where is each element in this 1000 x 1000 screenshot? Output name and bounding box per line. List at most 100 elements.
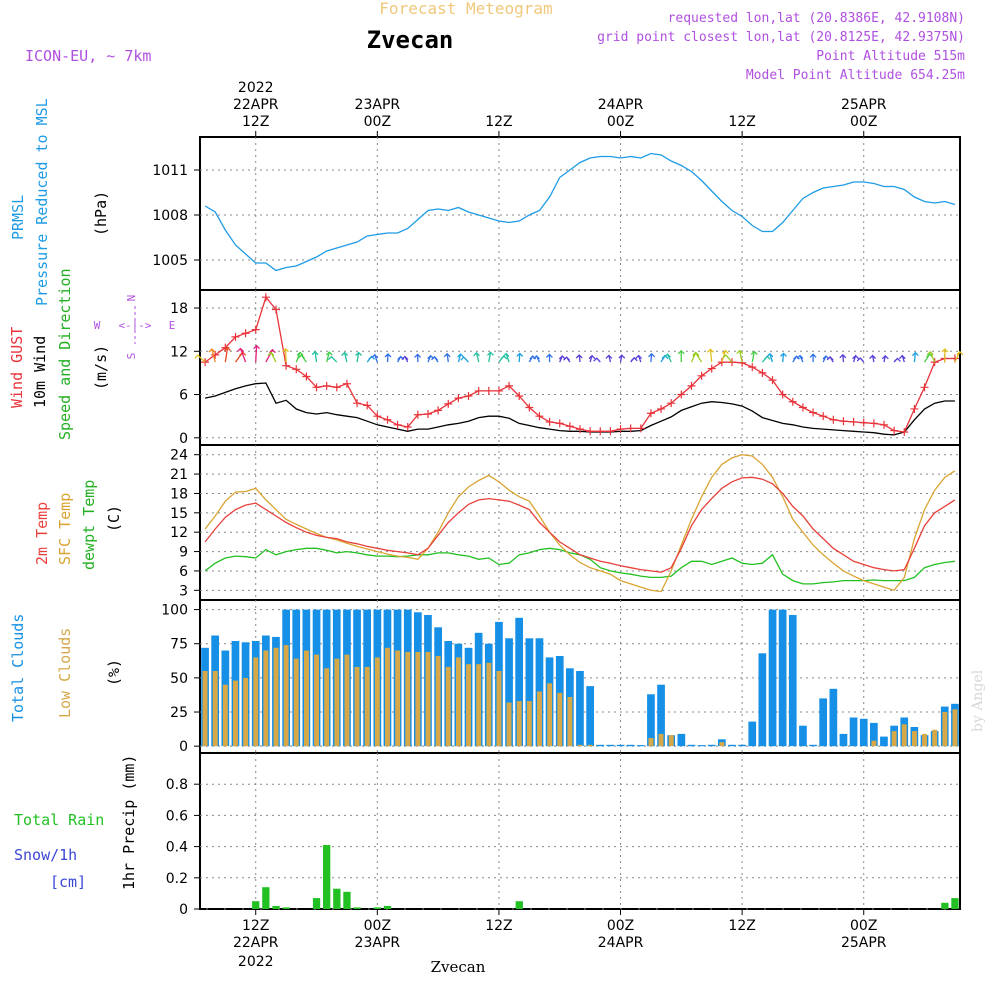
low-cloud-bar	[587, 744, 593, 747]
low-cloud-bar	[516, 701, 522, 747]
gust-marker	[768, 376, 777, 385]
time-label-bottom: 12Z	[242, 918, 269, 934]
gust-marker	[211, 350, 220, 359]
gust-marker	[251, 325, 260, 334]
total-cloud-bar	[505, 638, 513, 747]
temp-dewpoint-label: dewpt Temp	[80, 480, 98, 570]
wind-direction-arrow	[371, 353, 379, 363]
total-cloud-bar	[748, 721, 757, 747]
wind-direction-arrow	[401, 355, 409, 363]
gust-marker	[839, 417, 848, 426]
ytick-label: 0	[179, 739, 188, 755]
total-cloud-bar	[525, 638, 534, 747]
total-cloud-bar	[758, 653, 767, 747]
gust-marker	[636, 424, 645, 433]
low-cloud-bar	[253, 657, 259, 747]
gust-marker	[484, 386, 493, 395]
gust-marker	[474, 386, 483, 395]
total-cloud-bar	[768, 609, 777, 747]
wind-direction-arrow	[295, 351, 304, 363]
gust-marker	[657, 404, 666, 413]
gust-marker	[576, 425, 584, 434]
gust-marker	[241, 329, 250, 338]
ytick-label: 9	[179, 545, 188, 561]
rain-bar	[353, 907, 361, 909]
point-altitude: Point Altitude 515m	[816, 49, 965, 64]
low-cloud-bar	[212, 671, 218, 747]
wind-direction-arrow	[502, 352, 510, 363]
time-label-bottom: 23APR	[355, 935, 401, 951]
rain-bar	[252, 901, 260, 909]
total-cloud-bar	[626, 744, 635, 747]
precip-labels: Total Rain Snow/1h [cm] 1hr Precip (mm)	[14, 755, 138, 891]
ytick-label: 6	[179, 388, 188, 404]
wind-direction-arrow	[267, 351, 277, 363]
wind-direction-arrow	[605, 354, 613, 363]
low-cloud-bar	[354, 666, 360, 747]
low-cloud-bar	[233, 680, 238, 747]
wind-direction-arrow	[327, 355, 338, 363]
ytick-label: 6	[179, 564, 188, 580]
time-label-top: 00Z	[850, 114, 877, 130]
rain-bar	[312, 898, 321, 909]
wind-direction-arrow	[677, 349, 685, 363]
total-cloud-bar	[657, 684, 665, 747]
wind-direction-arrow	[881, 354, 889, 363]
wind-direction-arrow	[533, 354, 541, 363]
wind-direction-arrow	[839, 353, 847, 363]
gust-marker	[606, 427, 615, 436]
total-cloud-bar	[636, 745, 645, 747]
wind-direction-arrow	[325, 351, 333, 363]
gust-marker	[677, 390, 686, 399]
ytick-label: 3	[179, 583, 188, 599]
wind-direction-arrow	[809, 353, 817, 363]
time-label-bottom: 22APR	[233, 935, 279, 951]
total-cloud-bar	[606, 744, 615, 747]
gust-marker	[413, 410, 422, 419]
pressure-unit: (hPa)	[92, 191, 110, 236]
low-cloud-bar	[425, 651, 431, 747]
model-label: ICON-EU, ~ 7km	[25, 47, 151, 65]
time-label-bottom: 24APR	[598, 935, 644, 951]
ytick-label: 1008	[152, 208, 188, 224]
low-cloud-bar	[385, 647, 390, 747]
time-label-bottom: 12Z	[485, 918, 512, 934]
wind-direction-arrow	[384, 353, 392, 363]
gust-marker	[282, 361, 291, 370]
wind-direction-arrow	[826, 355, 834, 363]
wind-direction-arrow	[208, 348, 216, 363]
gust-marker	[616, 425, 625, 434]
gust-marker	[464, 391, 473, 400]
pressure-labels: PRMSL Pressure Reduced to MSL (hPa)	[9, 98, 110, 306]
gust-marker	[778, 390, 787, 399]
wind-direction-arrow	[766, 352, 774, 363]
grid-point-coords: grid point closest lon,lat (20.8125E, 42…	[597, 30, 965, 45]
wind-direction-arrow	[253, 344, 261, 363]
total-cloud-bar	[799, 725, 807, 747]
gust-marker	[758, 368, 767, 377]
wind-gust-line	[204, 295, 955, 433]
time-label-top: 00Z	[364, 114, 391, 130]
gust-marker	[535, 412, 544, 421]
footer-location: Zvecan	[431, 958, 486, 976]
wind-direction-arrow	[869, 354, 877, 363]
total-cloud-bar	[677, 733, 686, 747]
total-cloud-bar	[809, 744, 817, 747]
total-cloud-bar	[849, 717, 858, 747]
gust-marker	[332, 383, 341, 392]
gust-marker	[798, 403, 807, 412]
rain-bar	[951, 898, 959, 909]
wind-direction-arrow	[588, 354, 596, 363]
wind-direction-arrow	[366, 355, 376, 363]
gust-marker	[859, 418, 868, 427]
low-cloud-bar	[283, 645, 289, 747]
compass-icon: N W E S <-|->	[94, 295, 176, 360]
temp-unit: (C)	[105, 505, 123, 532]
gust-marker	[231, 332, 240, 341]
rain-bar	[383, 905, 392, 909]
ytick-label: 100	[161, 603, 188, 619]
wind-direction-arrow	[954, 350, 964, 363]
gust-marker	[717, 358, 726, 367]
wind-direction-arrow	[282, 347, 290, 363]
time-label-top: 22APR	[233, 97, 279, 113]
